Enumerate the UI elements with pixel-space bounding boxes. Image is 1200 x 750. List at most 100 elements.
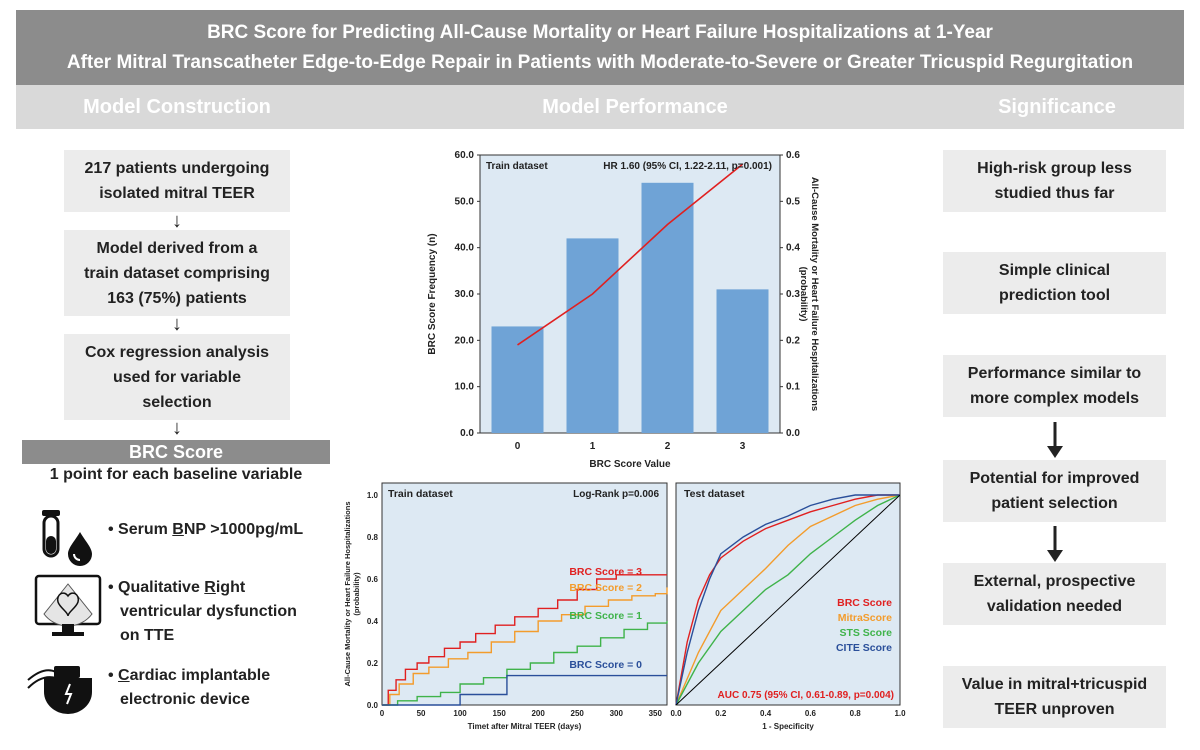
probability-line [517,163,744,346]
x-tick-label: 200 [531,709,545,718]
y-tick-label: 30.0 [455,289,475,300]
y-tick-label: 0.4 [367,617,379,626]
x-axis-label: BRC Score Value [589,459,671,470]
step-text: selection [142,393,212,411]
y2-tick-label: 0.5 [786,196,800,207]
down-arrow-icon: ↓ [172,313,182,335]
chart-annotation: HR 1.60 (95% CI, 1.22-2.11, p=0.001) [603,161,772,172]
y-tick-label: 40.0 [455,243,475,254]
section-model-performance: Model Performance [542,96,728,118]
significance-item: Performance similar to more complex model… [943,355,1166,417]
series-label: BRC Score = 1 [569,610,642,622]
roc-curve [675,494,901,706]
y-tick-label: 0.0 [460,428,474,439]
y2-tick-label: 0.3 [786,289,800,300]
y-tick-label: 0.6 [367,575,379,584]
roc-curve [675,494,900,706]
km-curve [382,621,668,706]
variable-bnp: • Serum BNP >1000pg/mL [108,518,303,542]
significance-item: High-risk group less studied thus far [943,150,1166,212]
series-label: BRC Score = 2 [569,582,642,594]
bullet: • [108,579,119,596]
variable-cied: • Cardiac implantable electronic device [108,664,270,712]
significance-item: Value in mitral+tricuspid TEER unproven [943,666,1166,728]
chart-annotation: AUC 0.75 (95% CI, 0.61-0.89, p=0.004) [718,690,894,701]
x-tick-label: 50 [417,709,426,718]
significance-text: Potential for improved [969,470,1140,487]
down-arrow-icon [1047,422,1063,458]
bar [641,182,694,433]
roc-curve [675,494,901,706]
x-tick-label: 0 [380,709,385,718]
down-arrow-icon: ↓ [172,210,182,232]
chart-title: Train dataset [388,488,453,500]
step-text: train dataset comprising [84,264,270,282]
bar-chart: 0 1 2 30.010.020.030.040.050.060.00.00.10.2… [427,150,820,470]
variable-initial: C [118,667,130,684]
step-box-patients: 217 patients undergoing isolated mitral T… [64,150,290,212]
variable-text: ardiac implantable [129,667,271,684]
brc-score-subtitle: 1 point for each baseline variable [49,466,303,483]
significance-text: more complex models [970,390,1139,407]
step-text: Cox regression analysis [84,343,270,361]
km-curve [382,587,668,706]
significance-text: patient selection [991,495,1118,512]
x-tick-label: 0.0 [670,709,682,718]
y-tick-label: 1.0 [367,491,379,500]
significance-item: External, prospective validation needed [943,563,1166,625]
significance-text: studied thus far [994,185,1115,202]
significance-text: validation needed [986,598,1123,615]
significance-text: Performance similar to [967,365,1142,382]
y2-tick-label: 0.6 [786,150,800,161]
y-tick-label: 50.0 [455,196,475,207]
legend-label: STS Score [839,627,892,639]
variable-text: on TTE [120,627,175,644]
x-tick-label: 250 [571,709,585,718]
y-tick-label: 0.0 [367,701,379,710]
chart-annotation: Log-Rank p=0.006 [573,489,659,500]
blood-tube-icon [42,510,92,566]
km-chart: 0.0 0.2 0.4 0.6 0.8 1.0 0 50 100 150 200 250 300 350 B… [343,482,668,731]
section-significance: Significance [998,96,1116,118]
step-box-derivation: Model derived from a train dataset compri… [64,230,290,316]
down-arrow-icon [1047,526,1063,562]
roc-chart: 0.0 0.2 0.4 0.6 0.8 1.0 BRC Score MitraScore STS… [670,482,906,731]
x-tick-label: 1 [590,441,596,452]
step-box-cox-regression: Cox regression analysis used for variable… [64,334,290,420]
x-tick-label: 0 [515,441,521,452]
variable-text: Serum [118,521,173,538]
x-tick-label: 3 [740,441,746,452]
significance-text: External, prospective [973,573,1136,590]
chart-title: Train dataset [486,161,548,172]
variable-text: Qualitative [118,579,205,596]
bullet: • [108,667,119,684]
step-text: Model derived from a [96,239,258,257]
brc-score-header: BRC Score [22,440,330,464]
x-tick-label: 1.0 [894,709,906,718]
legend-label: BRC Score [837,597,892,609]
y-tick-label: 10.0 [455,382,475,393]
title-line-1: BRC Score for Predicting All-Cause Morta… [207,21,993,43]
variable-initial: B [172,521,184,538]
y2-tick-label: 0.1 [786,382,800,393]
plot-area [675,482,901,706]
variable-initial: R [204,579,216,596]
variable-text: NP >1000pg/mL [183,521,304,538]
bar [716,289,769,433]
x-tick-label: 350 [649,709,663,718]
step-text: 163 (75%) patients [107,289,247,307]
y-axis-label: (probability) [352,572,361,616]
y-tick-label: 0.2 [367,659,379,668]
significance-text: Simple clinical [998,262,1111,279]
km-curve [382,674,667,706]
section-model-construction: Model Construction [83,96,271,118]
significance-item: Simple clinical prediction tool [943,252,1166,314]
y2-axis-label: All-Cause Mortality or Heart Failure Hos… [809,177,820,411]
bar [566,238,619,433]
bar [491,326,544,433]
y2-tick-label: 0.0 [786,428,800,439]
cardiac-device-icon [27,666,92,714]
significance-text: prediction tool [998,287,1111,304]
step-text: used for variable [112,368,242,386]
y-tick-label: 60.0 [455,150,475,161]
